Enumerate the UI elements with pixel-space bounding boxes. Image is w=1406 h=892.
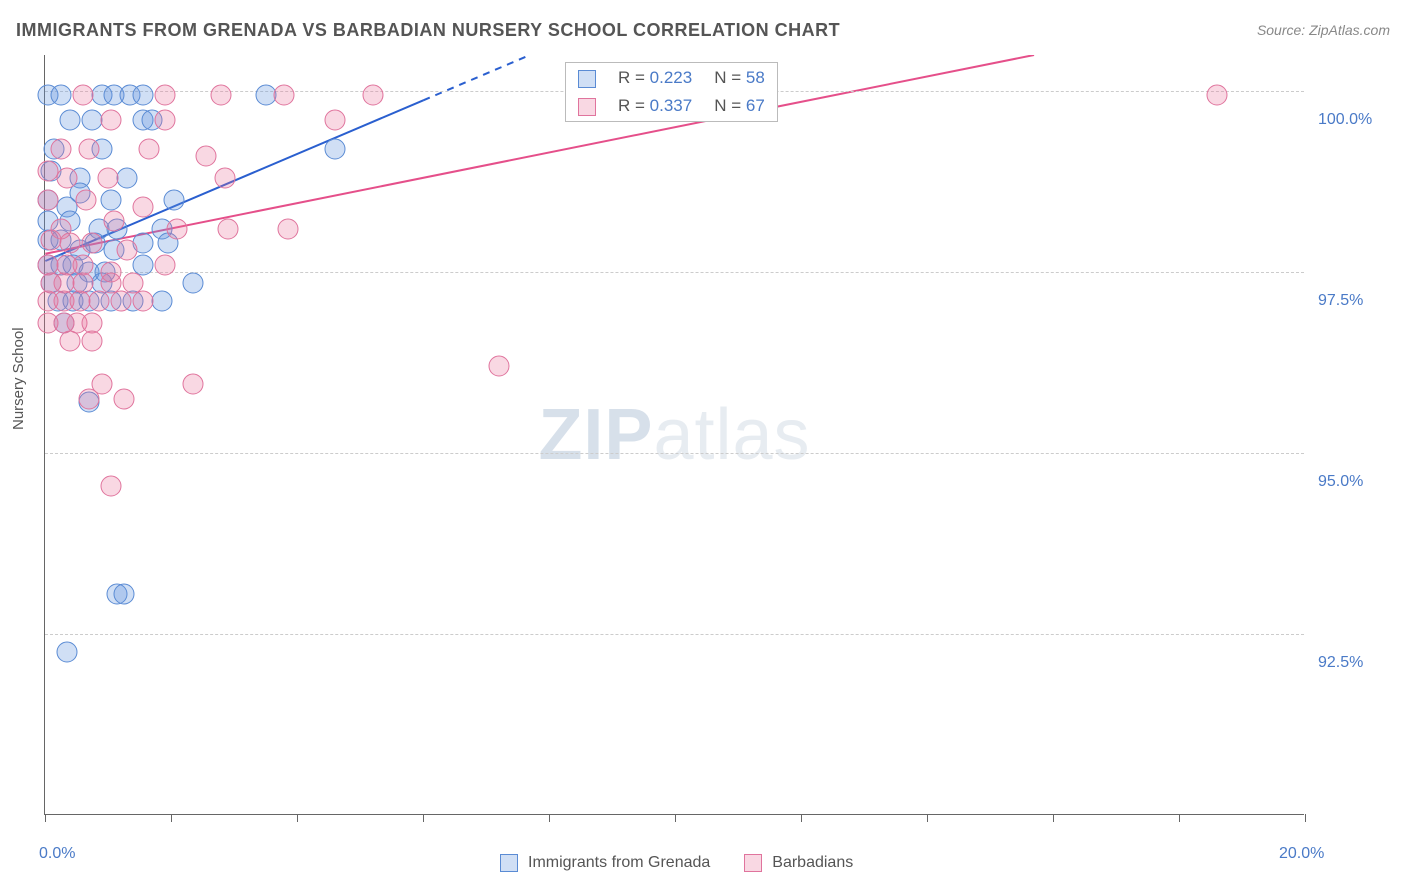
x-tick-label: 20.0% bbox=[1279, 845, 1324, 863]
point-barbadian bbox=[75, 189, 96, 210]
point-grenada bbox=[183, 273, 204, 294]
legend-r-label: R = 0.223 bbox=[608, 65, 702, 91]
y-tick-label: 100.0% bbox=[1318, 111, 1372, 129]
x-tick bbox=[1179, 814, 1180, 822]
point-grenada bbox=[255, 84, 276, 105]
point-grenada bbox=[164, 189, 185, 210]
point-barbadian bbox=[50, 139, 71, 160]
point-barbadian bbox=[69, 291, 90, 312]
point-grenada bbox=[113, 584, 134, 605]
point-barbadian bbox=[154, 110, 175, 131]
scatter-plot: ZIPatlas bbox=[44, 55, 1304, 815]
y-tick-label: 92.5% bbox=[1318, 654, 1363, 672]
trend-lines-svg bbox=[45, 55, 1304, 814]
legend-correlation: R = 0.223N = 58R = 0.337N = 67 bbox=[565, 62, 778, 122]
x-tick bbox=[171, 814, 172, 822]
y-tick-label: 95.0% bbox=[1318, 473, 1363, 491]
point-barbadian bbox=[277, 218, 298, 239]
point-barbadian bbox=[101, 475, 122, 496]
x-tick-label: 0.0% bbox=[39, 845, 75, 863]
watermark-bold: ZIP bbox=[538, 395, 653, 475]
point-barbadian bbox=[57, 168, 78, 189]
point-barbadian bbox=[138, 139, 159, 160]
point-barbadian bbox=[154, 84, 175, 105]
point-barbadian bbox=[362, 84, 383, 105]
point-grenada bbox=[101, 189, 122, 210]
page-title: IMMIGRANTS FROM GRENADA VS BARBADIAN NUR… bbox=[16, 20, 840, 41]
point-barbadian bbox=[110, 291, 131, 312]
x-tick bbox=[1053, 814, 1054, 822]
x-tick bbox=[423, 814, 424, 822]
gridline-h bbox=[45, 453, 1304, 454]
watermark-rest: atlas bbox=[653, 395, 810, 475]
y-tick-label: 97.5% bbox=[1318, 292, 1363, 310]
point-barbadian bbox=[60, 233, 81, 254]
point-barbadian bbox=[488, 356, 509, 377]
x-tick bbox=[927, 814, 928, 822]
point-barbadian bbox=[217, 218, 238, 239]
point-barbadian bbox=[79, 388, 100, 409]
point-barbadian bbox=[79, 139, 100, 160]
legend-r-label: R = 0.337 bbox=[608, 93, 702, 119]
point-barbadian bbox=[41, 229, 62, 250]
point-barbadian bbox=[82, 233, 103, 254]
point-barbadian bbox=[167, 218, 188, 239]
point-grenada bbox=[132, 84, 153, 105]
point-grenada bbox=[82, 110, 103, 131]
x-tick bbox=[675, 814, 676, 822]
point-grenada bbox=[151, 291, 172, 312]
point-grenada bbox=[324, 139, 345, 160]
point-barbadian bbox=[211, 84, 232, 105]
y-axis-label: Nursery School bbox=[10, 327, 27, 430]
point-barbadian bbox=[132, 197, 153, 218]
point-barbadian bbox=[98, 168, 119, 189]
x-tick bbox=[1305, 814, 1306, 822]
point-barbadian bbox=[38, 189, 59, 210]
point-barbadian bbox=[324, 110, 345, 131]
legend-series-label: Barbadians bbox=[772, 854, 853, 872]
legend-row: R = 0.337N = 67 bbox=[568, 93, 775, 119]
legend-row: R = 0.223N = 58 bbox=[568, 65, 775, 91]
point-grenada bbox=[50, 84, 71, 105]
point-grenada bbox=[116, 168, 137, 189]
point-barbadian bbox=[132, 291, 153, 312]
x-tick bbox=[297, 814, 298, 822]
point-barbadian bbox=[195, 146, 216, 167]
point-barbadian bbox=[116, 240, 137, 261]
watermark: ZIPatlas bbox=[538, 394, 810, 476]
point-barbadian bbox=[154, 254, 175, 275]
point-barbadian bbox=[38, 160, 59, 181]
point-grenada bbox=[57, 642, 78, 663]
point-barbadian bbox=[1206, 84, 1227, 105]
point-barbadian bbox=[214, 168, 235, 189]
gridline-h bbox=[45, 634, 1304, 635]
point-barbadian bbox=[274, 84, 295, 105]
legend-swatch bbox=[744, 854, 762, 872]
x-tick bbox=[45, 814, 46, 822]
x-tick bbox=[801, 814, 802, 822]
legend-swatch bbox=[578, 70, 596, 88]
point-barbadian bbox=[82, 330, 103, 351]
point-barbadian bbox=[104, 211, 125, 232]
point-barbadian bbox=[60, 330, 81, 351]
point-barbadian bbox=[183, 374, 204, 395]
gridline-h bbox=[45, 272, 1304, 273]
legend-n-label: N = 67 bbox=[704, 93, 775, 119]
point-barbadian bbox=[101, 110, 122, 131]
point-grenada bbox=[60, 110, 81, 131]
legend-n-label: N = 58 bbox=[704, 65, 775, 91]
legend-series-label: Immigrants from Grenada bbox=[528, 854, 710, 872]
legend-swatch bbox=[500, 854, 518, 872]
point-barbadian bbox=[88, 291, 109, 312]
source-label: Source: ZipAtlas.com bbox=[1257, 22, 1390, 38]
point-barbadian bbox=[113, 388, 134, 409]
x-tick bbox=[549, 814, 550, 822]
legend-swatch bbox=[578, 98, 596, 116]
legend-series: Immigrants from Grenada Barbadians bbox=[500, 854, 877, 872]
point-barbadian bbox=[72, 84, 93, 105]
